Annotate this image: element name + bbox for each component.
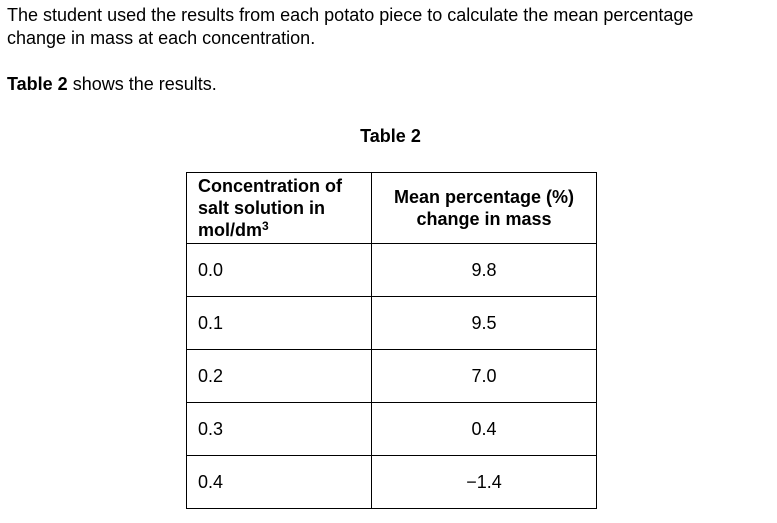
header-concentration-unit-superscript: 3 bbox=[262, 219, 269, 233]
intro-paragraph: The student used the results from each p… bbox=[7, 4, 777, 50]
mean-change-cell: 0.4 bbox=[371, 402, 597, 456]
header-concentration-unit: mol/dm bbox=[198, 220, 263, 240]
concentration-cell: 0.3 bbox=[186, 402, 372, 456]
table-reference-bold: Table 2 bbox=[7, 74, 68, 94]
intro-line-2: change in mass at each concentration. bbox=[7, 28, 316, 48]
table-row: 0.3 0.4 bbox=[186, 402, 597, 456]
mean-change-cell: 9.5 bbox=[371, 296, 597, 350]
header-concentration-line-2: salt solution in bbox=[198, 198, 326, 218]
table-row: 0.4 −1.4 bbox=[186, 455, 597, 509]
table-row: 0.2 7.0 bbox=[186, 349, 597, 403]
table-reference-rest: shows the results. bbox=[67, 74, 217, 94]
concentration-cell: 0.2 bbox=[186, 349, 372, 403]
concentration-cell: 0.1 bbox=[186, 296, 372, 350]
concentration-cell: 0.0 bbox=[186, 243, 372, 297]
header-mean-change: Mean percentage (%) change in mass bbox=[371, 172, 597, 244]
table-reference-sentence: Table 2 shows the results. bbox=[7, 73, 217, 96]
mean-change-cell: 9.8 bbox=[371, 243, 597, 297]
mean-change-cell: 7.0 bbox=[371, 349, 597, 403]
results-table: Concentration of salt solution in mol/dm… bbox=[186, 172, 597, 509]
header-mean-line-1: Mean percentage (%) bbox=[393, 187, 575, 207]
intro-line-1: The student used the results from each p… bbox=[7, 5, 694, 25]
header-concentration-line-1: Concentration of bbox=[198, 176, 342, 196]
table-row: 0.0 9.8 bbox=[186, 243, 597, 297]
mean-change-cell: −1.4 bbox=[371, 455, 597, 509]
header-mean-line-2: change in mass bbox=[416, 209, 552, 229]
concentration-cell: 0.4 bbox=[186, 455, 372, 509]
table-header-row: Concentration of salt solution in mol/dm… bbox=[186, 172, 597, 244]
table-row: 0.1 9.5 bbox=[186, 296, 597, 350]
header-concentration: Concentration of salt solution in mol/dm… bbox=[186, 172, 372, 244]
table-caption: Table 2 bbox=[360, 126, 421, 146]
